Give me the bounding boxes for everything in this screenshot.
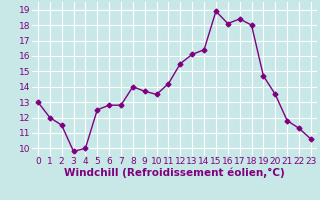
X-axis label: Windchill (Refroidissement éolien,°C): Windchill (Refroidissement éolien,°C) bbox=[64, 168, 285, 178]
